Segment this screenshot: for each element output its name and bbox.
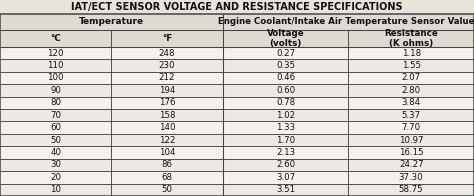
Text: 140: 140	[159, 123, 175, 132]
Text: Voltage
(volts): Voltage (volts)	[267, 28, 304, 48]
Text: 0.27: 0.27	[276, 49, 295, 58]
Bar	[0, 109, 474, 122]
Text: 248: 248	[159, 49, 175, 58]
Bar	[0, 47, 474, 59]
Text: 1.18: 1.18	[401, 49, 421, 58]
Text: 2.07: 2.07	[401, 74, 421, 83]
Text: 1.02: 1.02	[276, 111, 295, 120]
Text: 100: 100	[47, 74, 64, 83]
Text: 86: 86	[162, 161, 173, 169]
Text: 68: 68	[162, 173, 173, 182]
Text: 20: 20	[50, 173, 61, 182]
Bar	[0, 59, 474, 72]
Text: 194: 194	[159, 86, 175, 95]
Text: 212: 212	[159, 74, 175, 83]
Text: 50: 50	[50, 136, 61, 145]
Text: IAT/ECT SENSOR VOLTAGE AND RESISTANCE SPECIFICATIONS: IAT/ECT SENSOR VOLTAGE AND RESISTANCE SP…	[71, 2, 403, 12]
Text: 37.30: 37.30	[399, 173, 423, 182]
Bar	[0, 146, 474, 159]
Bar	[0, 159, 474, 171]
Bar	[0, 134, 474, 146]
Text: 104: 104	[159, 148, 175, 157]
Text: °C: °C	[50, 34, 61, 43]
Text: 10: 10	[50, 185, 61, 194]
Bar	[0, 72, 474, 84]
Text: 176: 176	[159, 98, 175, 107]
Text: 16.15: 16.15	[399, 148, 423, 157]
Bar	[0, 171, 474, 184]
Bar	[0, 184, 474, 196]
Text: 80: 80	[50, 98, 61, 107]
Bar	[0, 97, 474, 109]
Text: 0.35: 0.35	[276, 61, 295, 70]
Text: 3.84: 3.84	[401, 98, 421, 107]
Text: 0.78: 0.78	[276, 98, 295, 107]
Text: 5.37: 5.37	[401, 111, 421, 120]
Text: 120: 120	[47, 49, 64, 58]
Text: 158: 158	[159, 111, 175, 120]
Text: 90: 90	[50, 86, 61, 95]
Text: 30: 30	[50, 161, 61, 169]
Text: 3.51: 3.51	[276, 185, 295, 194]
Text: °F: °F	[162, 34, 172, 43]
Text: 122: 122	[159, 136, 175, 145]
Bar	[0, 30, 474, 47]
Bar	[0, 122, 474, 134]
Text: Temperature: Temperature	[79, 17, 144, 26]
Text: 2.80: 2.80	[401, 86, 421, 95]
Text: 2.13: 2.13	[276, 148, 295, 157]
Text: 7.70: 7.70	[401, 123, 421, 132]
Text: Resistance
(K ohms): Resistance (K ohms)	[384, 28, 438, 48]
Text: 24.27: 24.27	[399, 161, 423, 169]
Text: 3.07: 3.07	[276, 173, 295, 182]
Text: 110: 110	[47, 61, 64, 70]
Text: 1.55: 1.55	[401, 61, 421, 70]
Text: 10.97: 10.97	[399, 136, 423, 145]
Text: 50: 50	[162, 185, 173, 194]
Text: 0.60: 0.60	[276, 86, 295, 95]
Text: Engine Coolant/Intake Air Temperature Sensor Values: Engine Coolant/Intake Air Temperature Se…	[218, 17, 474, 26]
Text: 60: 60	[50, 123, 61, 132]
Text: 230: 230	[159, 61, 175, 70]
Text: 1.33: 1.33	[276, 123, 295, 132]
Bar	[0, 14, 474, 30]
Text: 2.60: 2.60	[276, 161, 295, 169]
Text: 1.70: 1.70	[276, 136, 295, 145]
Text: 40: 40	[50, 148, 61, 157]
Bar	[0, 84, 474, 97]
Text: 70: 70	[50, 111, 61, 120]
Text: 58.75: 58.75	[399, 185, 423, 194]
Text: 0.46: 0.46	[276, 74, 295, 83]
